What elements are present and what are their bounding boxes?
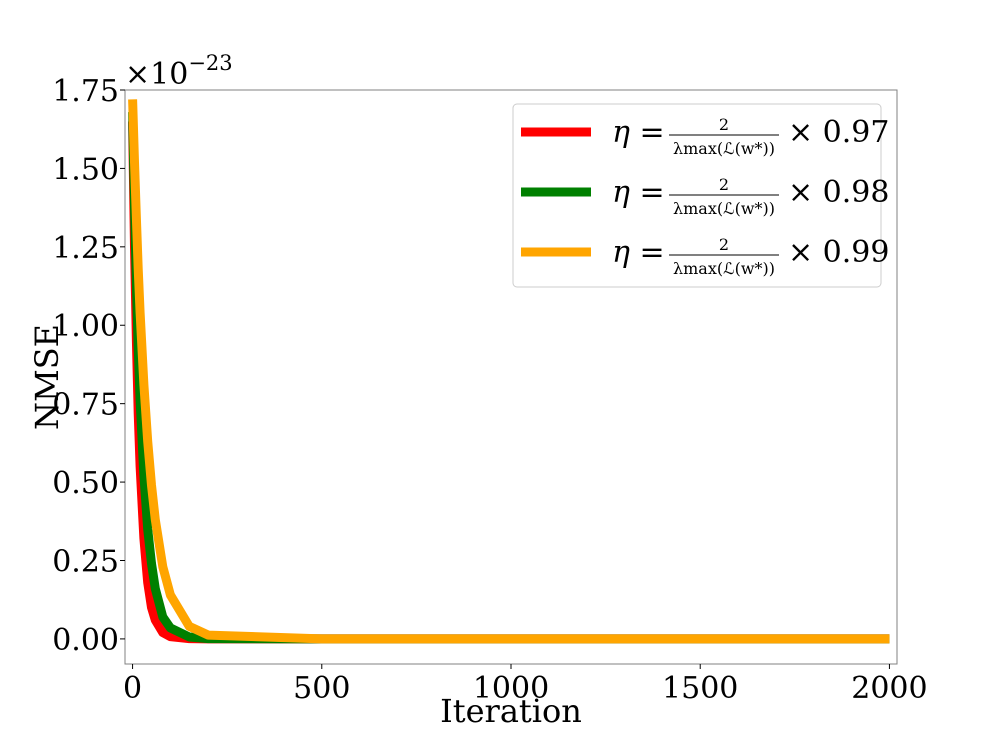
- legend-eta: η =: [612, 115, 665, 150]
- x-axis-ticks: 0 500 1000 1500 2000: [123, 664, 928, 706]
- x-tick-label: 1000: [473, 671, 549, 706]
- y-tick-label: 1.75: [52, 74, 119, 109]
- legend-eta: η =: [612, 235, 665, 270]
- x-tick-label: 500: [293, 671, 350, 706]
- y-tick-label: 0.25: [52, 544, 119, 579]
- legend: η = 2 λmax(ℒ(w*)) × 0.97 η = 2 λmax(ℒ(w*)) × 0.…: [512, 103, 889, 288]
- y-tick-label: 0.75: [52, 388, 119, 423]
- x-tick-label: 2000: [851, 671, 927, 706]
- y-axis-ticks: 0.00 0.25 0.50 0.75 1.00 1.25 1.50 1.75: [52, 74, 125, 658]
- x-axis-label: Iteration: [440, 692, 582, 730]
- legend-eta: η =: [612, 175, 665, 210]
- y-multiplier-exponent: −23: [188, 51, 232, 75]
- y-tick-label: 1.50: [52, 152, 119, 187]
- legend-fraction-numerator: 2: [719, 235, 729, 254]
- x-tick-label: 0: [123, 671, 142, 706]
- legend-fraction-denominator: λmax(ℒ(w*)): [673, 139, 775, 158]
- y-tick-label: 0.00: [52, 623, 119, 658]
- y-tick-label: 0.50: [52, 466, 119, 501]
- series-layer: [128, 99, 890, 644]
- y-multiplier-base: ×10: [125, 57, 188, 92]
- y-tick-label: 1.25: [52, 231, 119, 266]
- legend-fraction-denominator: λmax(ℒ(w*)): [673, 259, 775, 278]
- y-axis-label: NMSE: [28, 324, 66, 430]
- legend-factor: × 0.98: [788, 175, 889, 210]
- y-tick-label: 1.00: [52, 309, 119, 344]
- legend-fraction-denominator: λmax(ℒ(w*)): [673, 199, 775, 218]
- x-tick-label: 1500: [662, 671, 738, 706]
- series-line-3: [128, 99, 890, 644]
- y-axis-multiplier: ×10−23: [125, 51, 233, 92]
- legend-factor: × 0.97: [788, 115, 889, 150]
- legend-fraction-numerator: 2: [719, 115, 729, 134]
- legend-fraction-numerator: 2: [719, 175, 729, 194]
- legend-factor: × 0.99: [788, 235, 889, 270]
